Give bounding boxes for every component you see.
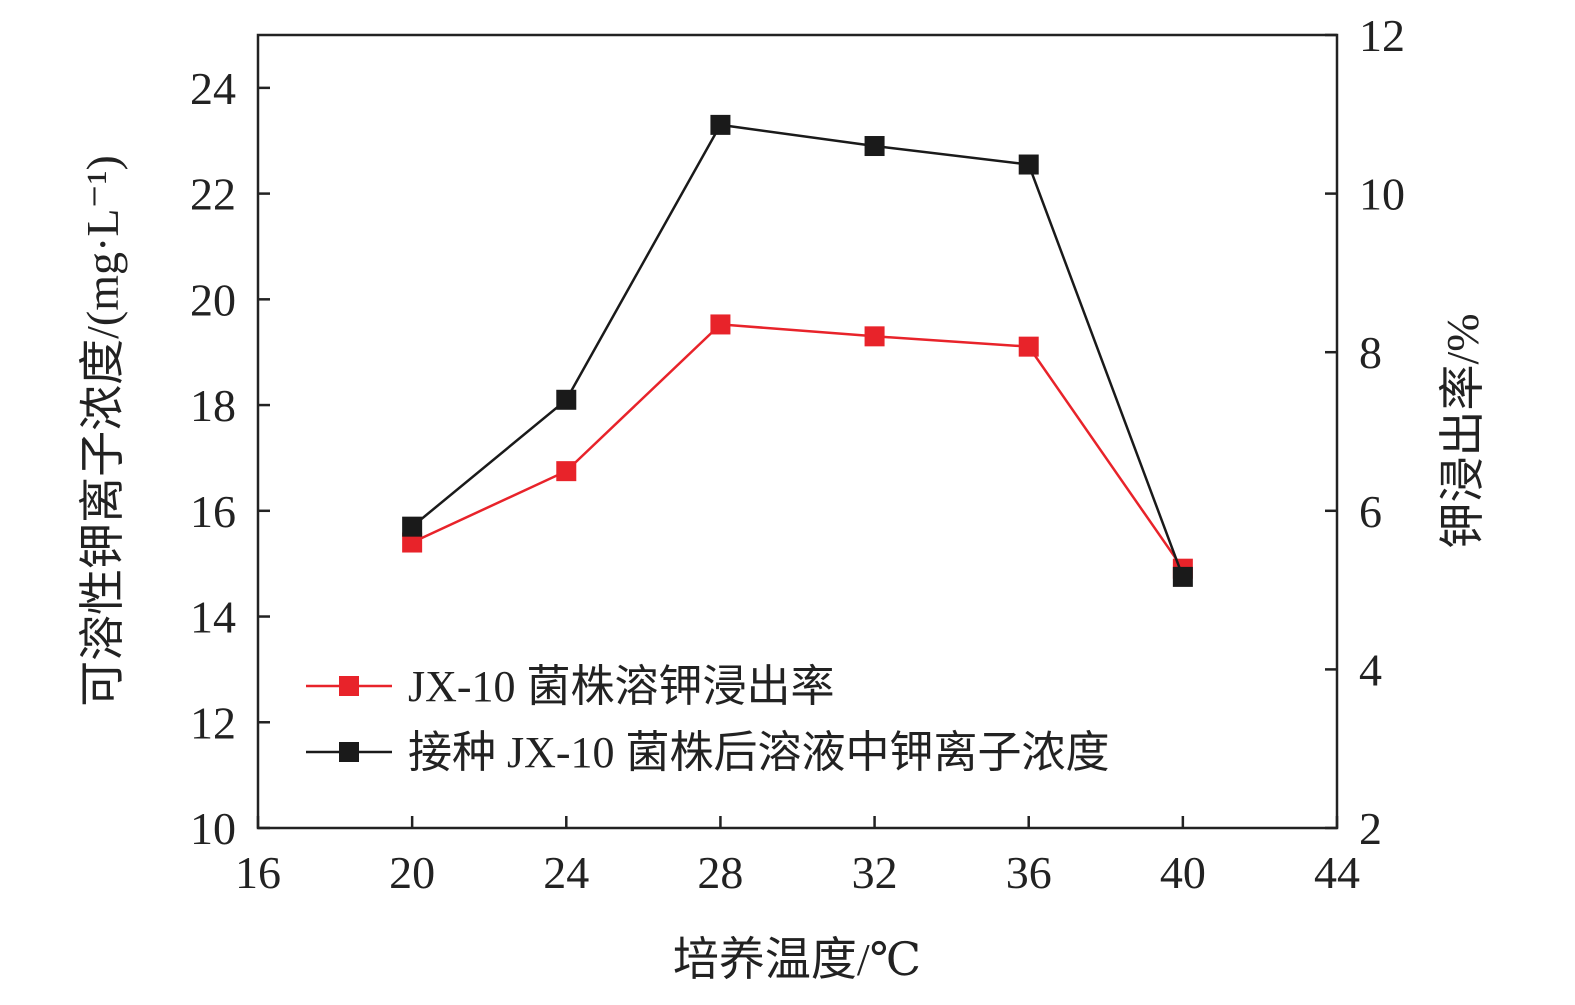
y-right-tick-label: 6 — [1359, 486, 1382, 537]
x-tick-label: 24 — [543, 847, 589, 898]
series-line-0 — [411, 323, 1184, 570]
series-1-point — [710, 114, 731, 135]
series-1-point — [1172, 566, 1193, 587]
series-1-point — [402, 516, 423, 537]
y-left-tick-label: 24 — [190, 63, 236, 114]
series-0-point — [1018, 336, 1039, 357]
x-tick-label: 16 — [235, 847, 281, 898]
legend-marker-leach-rate — [339, 676, 359, 696]
y-left-tick-label: 18 — [190, 380, 236, 431]
series-line-1 — [411, 123, 1185, 578]
series-0-point — [864, 326, 885, 347]
y-left-tick-label: 10 — [190, 803, 236, 854]
series-1-point — [1018, 154, 1039, 175]
plot-frame — [256, 33, 1339, 830]
series-0-point — [556, 461, 577, 482]
legend-item-k-concentration: 接种 JX-10 菌株后溶液中钾离子浓度 — [306, 728, 1110, 777]
series-0-point — [710, 314, 731, 335]
x-tick-label: 36 — [1006, 847, 1052, 898]
y-right-tick-label: 8 — [1359, 327, 1382, 378]
x-tick-label: 28 — [697, 847, 743, 898]
legend-label-leach-rate: JX-10 菌株溶钾浸出率 — [408, 662, 835, 711]
y-left-tick-label: 14 — [190, 592, 236, 643]
y-left-axis-ticks: 10 12 14 16 18 20 22 24 — [190, 63, 270, 854]
series-1-point — [556, 389, 577, 410]
legend-marker-k-concentration — [339, 742, 359, 762]
series-0-point — [402, 532, 423, 553]
legend-label-k-concentration: 接种 JX-10 菌株后溶液中钾离子浓度 — [408, 728, 1110, 777]
x-tick-label: 32 — [852, 847, 898, 898]
y-right-tick-label: 2 — [1359, 803, 1382, 854]
y-left-tick-label: 20 — [190, 274, 236, 325]
y-right-axis-label: 钾浸出率/% — [1437, 313, 1488, 548]
series-1-point — [864, 136, 885, 157]
y-right-tick-label: 12 — [1359, 10, 1405, 61]
x-tick-label: 40 — [1160, 847, 1206, 898]
y-left-tick-label: 12 — [190, 697, 236, 748]
y-left-axis-label: 可溶性钾离子浓度/(mg·L⁻¹) — [77, 155, 128, 707]
y-right-tick-label: 4 — [1359, 644, 1382, 695]
y-right-axis-ticks: 2 4 6 8 10 12 — [1325, 10, 1405, 854]
y-right-tick-label: 10 — [1359, 169, 1405, 220]
x-tick-label: 44 — [1314, 847, 1360, 898]
y-left-tick-label: 22 — [190, 169, 236, 220]
x-axis-label: 培养温度/℃ — [673, 934, 921, 985]
y-left-tick-label: 16 — [190, 486, 236, 537]
legend: JX-10 菌株溶钾浸出率 接种 JX-10 菌株后溶液中钾离子浓度 — [306, 662, 1110, 777]
x-axis-ticks: 16 20 24 28 32 36 40 44 — [235, 816, 1360, 898]
legend-item-leach-rate: JX-10 菌株溶钾浸出率 — [306, 662, 835, 711]
series-layer — [402, 114, 1193, 587]
x-tick-label: 20 — [389, 847, 435, 898]
